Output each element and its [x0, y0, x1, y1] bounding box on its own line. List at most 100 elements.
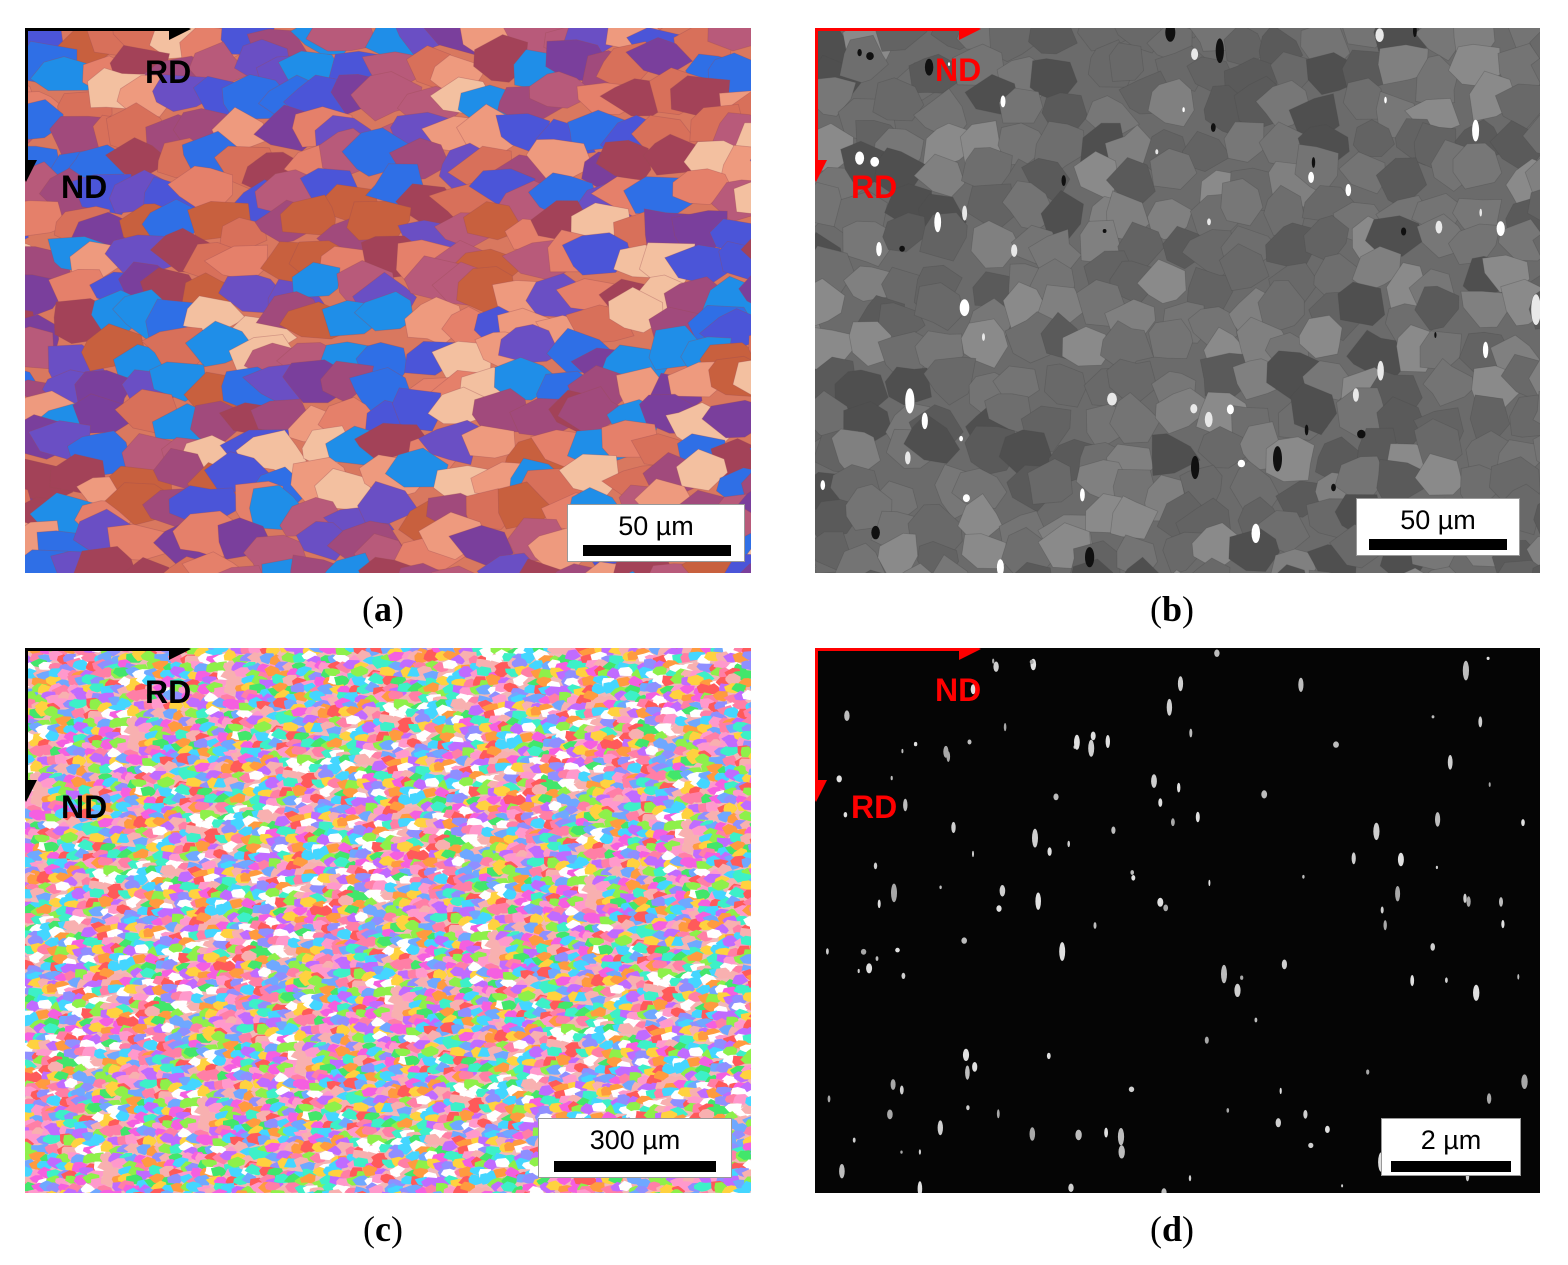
grain — [723, 707, 739, 718]
grain — [476, 836, 493, 845]
grain — [1414, 453, 1464, 496]
grain — [1028, 28, 1078, 55]
grain — [467, 733, 486, 743]
particle — [1191, 455, 1200, 480]
grain — [740, 238, 751, 260]
grain — [317, 683, 334, 695]
arrow-right-icon — [169, 28, 191, 40]
grain — [565, 769, 582, 781]
particle — [1011, 244, 1018, 257]
grain — [530, 849, 546, 860]
scale-bar-box: 50 µm — [567, 504, 745, 562]
grain — [627, 570, 636, 573]
grain — [72, 659, 88, 671]
grain — [548, 800, 562, 811]
grain — [625, 810, 640, 822]
grain — [222, 698, 238, 710]
grain — [256, 809, 274, 821]
grain — [842, 220, 893, 268]
grain — [708, 716, 724, 728]
grain — [220, 739, 237, 750]
grain — [1528, 358, 1540, 400]
particle — [876, 242, 882, 257]
particle — [962, 494, 970, 502]
grain — [1342, 77, 1387, 120]
particle — [924, 58, 934, 76]
grain — [1027, 458, 1073, 505]
grain — [72, 746, 87, 759]
grain — [635, 707, 654, 719]
grain — [528, 660, 544, 671]
particle — [1352, 388, 1359, 402]
grain — [1452, 142, 1503, 190]
grain — [475, 658, 491, 670]
grain — [1337, 281, 1386, 327]
particle — [866, 52, 874, 61]
grain — [45, 730, 61, 742]
grain — [305, 28, 378, 52]
grain — [196, 747, 212, 758]
grain — [564, 649, 581, 661]
grain — [157, 776, 175, 788]
grain — [69, 698, 88, 709]
particle — [1531, 294, 1540, 325]
grain — [458, 666, 474, 678]
grain — [326, 707, 343, 718]
particle — [1384, 96, 1387, 104]
grain — [611, 771, 628, 784]
grain — [273, 844, 292, 854]
grain — [742, 651, 751, 660]
grain — [1218, 243, 1270, 292]
grain — [1220, 178, 1264, 227]
particle — [1496, 221, 1505, 237]
grain — [1526, 535, 1540, 571]
grain-map-c — [25, 648, 751, 1193]
grain — [229, 793, 246, 804]
grain — [223, 749, 237, 761]
grain — [815, 563, 817, 569]
grain — [696, 663, 713, 673]
grain — [475, 684, 494, 695]
grain — [397, 722, 413, 733]
grain — [140, 786, 157, 797]
grain — [185, 850, 203, 861]
grain — [169, 691, 184, 704]
grain — [712, 691, 729, 702]
grain — [750, 814, 751, 819]
grain — [530, 706, 542, 716]
grain — [71, 707, 86, 719]
grain — [679, 685, 695, 694]
grain — [290, 682, 306, 693]
grain — [680, 857, 696, 868]
grain — [406, 829, 423, 840]
panel-c-micrograph: RD ND 300 µm — [25, 648, 751, 1193]
grain — [514, 827, 531, 839]
grain — [704, 810, 723, 821]
grain — [722, 755, 737, 767]
grain — [627, 794, 643, 805]
grain — [139, 765, 156, 775]
grain — [518, 801, 535, 813]
grain — [326, 737, 342, 748]
grain — [902, 562, 933, 573]
grain — [185, 777, 202, 789]
grain — [742, 670, 751, 679]
grain — [984, 393, 1033, 434]
grain — [591, 847, 609, 859]
grain — [749, 447, 751, 452]
grain — [743, 707, 751, 719]
grain — [740, 746, 751, 758]
grain — [484, 730, 500, 742]
grain — [327, 833, 343, 843]
particle — [870, 156, 880, 167]
scale-bar — [1369, 539, 1507, 550]
grain — [834, 542, 886, 573]
grain — [970, 220, 1021, 269]
grain — [960, 318, 1009, 369]
grain — [724, 739, 740, 749]
grain — [194, 762, 212, 772]
grain — [422, 857, 438, 868]
grain — [388, 786, 403, 797]
grain — [42, 821, 59, 831]
grain — [361, 721, 377, 734]
